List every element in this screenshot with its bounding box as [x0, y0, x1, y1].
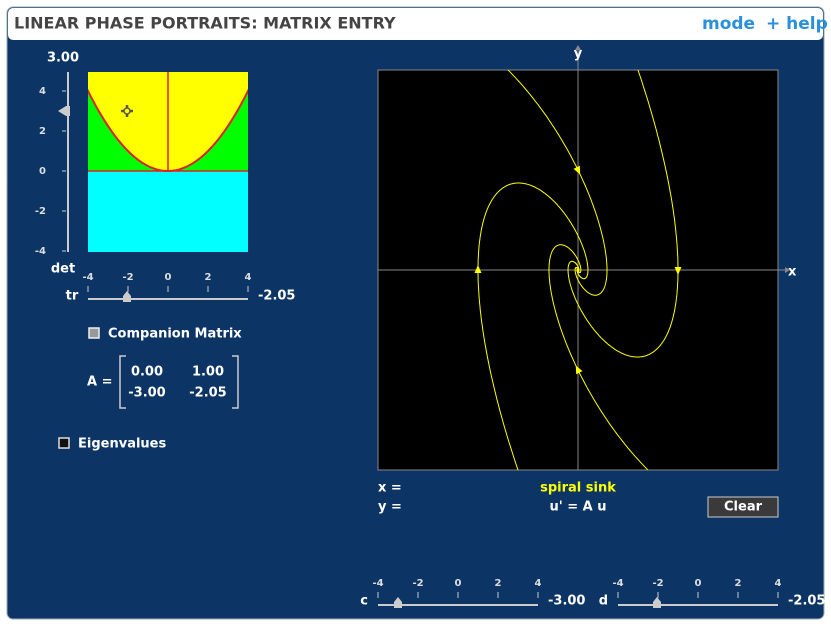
header-title: LINEAR PHASE PORTRAITS: MATRIX ENTRY	[14, 14, 396, 33]
matrix-brackets	[119, 355, 239, 409]
y-readout: y =	[378, 500, 402, 515]
tr-tick-label: 0	[165, 272, 172, 283]
eigenvalues-label: Eigenvalues	[78, 437, 166, 452]
det-tick-label: -2	[35, 206, 46, 217]
tr-label: tr	[66, 289, 79, 304]
slider-tick-label: 4	[535, 578, 542, 589]
x-readout: x =	[378, 481, 402, 496]
equation: u' = A u	[549, 500, 606, 515]
trajectory	[477, 182, 589, 470]
mode-link[interactable]: mode	[702, 14, 755, 34]
trace-det-diagram[interactable]	[84, 72, 252, 252]
matrix-entry[interactable]: -3.00	[128, 386, 165, 401]
slider-tick-label: 0	[455, 578, 462, 589]
slider-label: c	[360, 594, 368, 609]
region-below	[88, 171, 248, 252]
det-tick-label: 0	[39, 166, 46, 177]
det-value: 3.00	[47, 51, 79, 66]
trajectory	[507, 70, 608, 296]
tr-tick-label: 2	[205, 272, 212, 283]
x-axis-label: x	[788, 265, 797, 280]
tr-tick-label: 4	[245, 272, 252, 283]
crosshair-ring	[123, 107, 131, 115]
slider-tick-label: 4	[775, 578, 782, 589]
slider-tick-label: 2	[495, 578, 502, 589]
companion-label: Companion Matrix	[108, 327, 242, 342]
center-line	[88, 72, 248, 172]
trajectory	[567, 70, 679, 358]
slider-label: d	[599, 594, 608, 609]
slider-tick-label: -4	[372, 578, 383, 589]
eigenvalues-checkbox[interactable]	[58, 437, 70, 449]
slider-tick-label: -2	[412, 578, 423, 589]
flow-arrow	[674, 267, 682, 275]
slider-tick-label: 0	[695, 578, 702, 589]
companion-checkbox[interactable]	[88, 327, 100, 339]
det-tick-label: 4	[39, 86, 46, 97]
header-bar	[8, 8, 823, 40]
classification: spiral sink	[540, 481, 616, 496]
slider-value: -2.05	[788, 594, 825, 609]
help-link[interactable]: + help	[766, 14, 828, 34]
slider-tick-label: 2	[735, 578, 742, 589]
slider-value: -3.00	[548, 594, 585, 609]
trajectory	[548, 244, 649, 470]
tr-tick-label: -2	[122, 272, 133, 283]
flow-arrow	[575, 365, 583, 375]
det-label: det	[51, 262, 75, 277]
clear-button-label[interactable]: Clear	[724, 500, 763, 515]
y-axis-label: y	[574, 47, 583, 62]
matrix-label: A =	[87, 375, 112, 390]
det-tick-label: -4	[35, 246, 46, 257]
slider-tick-label: -2	[652, 578, 663, 589]
tr-value: -2.05	[258, 289, 295, 304]
flow-arrow	[474, 265, 482, 273]
matrix-entry[interactable]: 0.00	[131, 365, 163, 380]
trajectories	[474, 70, 682, 470]
matrix-entry[interactable]: 1.00	[192, 365, 224, 380]
det-slider-thumb[interactable]	[58, 106, 70, 116]
slider-thumb[interactable]	[653, 597, 661, 608]
matrix-entry[interactable]: -2.05	[189, 386, 226, 401]
det-tick-label: 2	[39, 126, 46, 137]
flow-arrow	[573, 165, 581, 175]
tr-tick-label: -4	[82, 272, 93, 283]
tr-slider-thumb[interactable]	[123, 291, 131, 302]
sliders: -4 -2 0 2 4 c -3.00 -4 -2 0 2 4 d -2.05	[360, 578, 825, 609]
slider-tick-label: -4	[612, 578, 623, 589]
clear-button[interactable]	[707, 496, 779, 518]
slider-thumb[interactable]	[394, 597, 402, 608]
